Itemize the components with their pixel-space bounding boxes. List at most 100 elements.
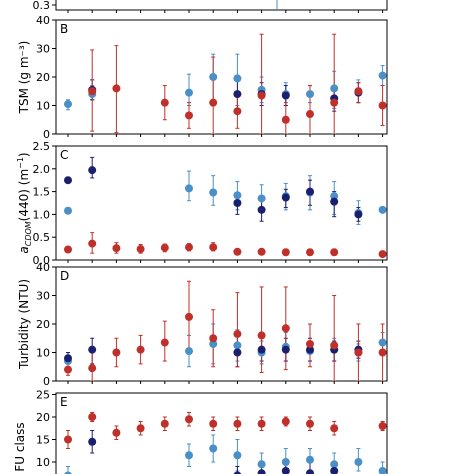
panel-frame — [55, 0, 388, 11]
data-point-red — [64, 435, 72, 444]
data-point-light-blue — [64, 206, 72, 215]
data-point-red — [64, 245, 72, 254]
y-tick-label: 10 — [36, 456, 50, 469]
data-point-red — [88, 87, 97, 96]
data-point-red — [185, 415, 193, 424]
data-point-dark-blue — [257, 469, 266, 474]
series-group — [64, 156, 387, 259]
data-point-red — [112, 84, 121, 93]
data-point-red — [330, 424, 339, 433]
data-point-light-blue — [209, 188, 218, 197]
data-point-red — [257, 331, 266, 340]
panel-letter: E — [60, 395, 68, 409]
data-point-red — [233, 419, 242, 428]
data-point-red — [185, 312, 193, 321]
data-point-light-blue — [233, 341, 242, 350]
data-point-red — [306, 339, 314, 348]
data-point-red — [160, 243, 169, 252]
panel-letter: B — [60, 22, 68, 36]
y-axis-label: Turbidity (NTU) — [17, 279, 31, 370]
panel-frame — [55, 19, 388, 135]
y-tick-label: 1.0 — [33, 208, 51, 221]
data-point-dark-blue — [330, 197, 339, 206]
data-point-dark-blue — [64, 354, 72, 363]
data-point-dark-blue — [233, 199, 242, 207]
data-point-red — [281, 115, 290, 124]
data-point-red — [233, 107, 242, 116]
data-point-red — [209, 419, 218, 428]
y-axis-label: aCDOM(440) (m−1) — [16, 152, 33, 253]
panel-E: 10 15 20 25 E FU class — [13, 389, 388, 474]
y-tick-label: 25 — [36, 389, 50, 402]
data-point-red — [378, 348, 387, 357]
y-tick-label: 0 — [43, 375, 50, 388]
data-point-red — [378, 101, 387, 110]
series-group — [64, 412, 387, 474]
data-point-light-blue — [209, 444, 218, 453]
data-point-light-blue — [378, 205, 387, 214]
data-point-red — [306, 419, 314, 428]
data-point-dark-blue — [257, 345, 266, 354]
data-point-red — [136, 424, 145, 433]
data-point-light-blue — [306, 455, 314, 464]
data-point-dark-blue — [233, 348, 242, 357]
data-point-red — [281, 417, 290, 426]
data-point-light-blue — [233, 74, 242, 83]
y-tick-label: 10 — [36, 100, 50, 113]
data-point-red — [88, 239, 97, 248]
data-point-dark-blue — [233, 471, 242, 474]
data-point-dark-blue — [281, 345, 290, 354]
y-tick-label: 20 — [36, 71, 50, 84]
data-point-red — [378, 422, 387, 430]
data-point-red — [88, 364, 97, 373]
data-point-red — [257, 247, 266, 256]
data-point-light-blue — [306, 90, 314, 99]
data-point-light-blue — [64, 471, 72, 474]
y-tick-label: 1.5 — [33, 186, 51, 199]
data-point-light-blue — [330, 460, 339, 469]
data-point-red — [136, 245, 145, 254]
y-tick-label: 0.0 — [33, 254, 51, 267]
data-point-red — [306, 248, 314, 257]
y-tick-label: 0 — [43, 128, 50, 141]
y-axis-label: TSM (g m⁻³) — [17, 41, 31, 115]
y-tick-label: 0.3 — [33, 0, 51, 12]
panel-letter: C — [60, 148, 68, 162]
data-point-dark-blue — [306, 345, 314, 354]
data-point-light-blue — [64, 100, 72, 109]
data-point-red — [112, 348, 121, 357]
data-point-dark-blue — [330, 467, 339, 474]
data-point-light-blue — [330, 84, 339, 93]
data-point-dark-blue — [64, 176, 72, 185]
data-point-red — [209, 98, 218, 107]
data-point-red — [281, 248, 290, 257]
data-point-light-blue — [233, 451, 242, 460]
data-point-light-blue — [378, 338, 387, 347]
y-tick-label: 30 — [36, 43, 50, 56]
data-point-light-blue — [185, 184, 193, 193]
data-point-dark-blue — [281, 193, 290, 202]
panel-top-partial: 0.3 — [33, 0, 388, 13]
data-point-light-blue — [257, 194, 266, 203]
panel-frame — [55, 392, 388, 474]
data-point-dark-blue — [88, 166, 97, 175]
data-point-red — [112, 428, 121, 437]
data-point-red — [160, 419, 169, 428]
data-point-light-blue — [233, 191, 242, 200]
data-point-light-blue — [378, 71, 387, 80]
data-point-light-blue — [185, 88, 193, 97]
data-point-light-blue — [354, 458, 363, 466]
y-tick-label: 40 — [36, 261, 50, 274]
panel-B: 0 10 20 30 40 B TSM (g m⁻³) — [17, 14, 388, 141]
data-point-red — [185, 111, 193, 120]
data-point-red — [306, 110, 314, 119]
data-point-red — [257, 91, 266, 100]
data-point-red — [354, 87, 363, 96]
panel-D: 0 10 20 30 40 D Turbidity (NTU) — [17, 261, 388, 388]
y-tick-label: 40 — [36, 14, 50, 27]
data-point-red — [257, 419, 266, 428]
data-point-dark-blue — [306, 187, 314, 196]
panel-letter: D — [60, 269, 69, 283]
y-tick-label: 30 — [36, 290, 50, 303]
